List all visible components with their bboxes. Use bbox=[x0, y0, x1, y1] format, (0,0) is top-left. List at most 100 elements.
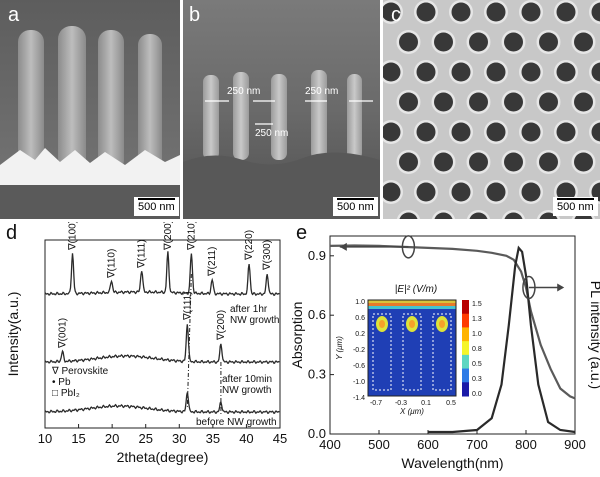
peak-label: ∇(300) bbox=[262, 240, 273, 271]
x-tick-label: 45 bbox=[273, 431, 287, 446]
panel-c-image bbox=[383, 0, 600, 219]
hole bbox=[486, 2, 506, 22]
hole bbox=[591, 62, 600, 82]
inset-colorbar-label: 1.5 bbox=[472, 301, 482, 308]
annotation-mid-1: after 10min bbox=[222, 374, 272, 385]
hole bbox=[486, 182, 506, 202]
plot-frame bbox=[44, 239, 281, 429]
x-tick-label: 30 bbox=[172, 431, 186, 446]
panel-e-absorption-chart: 400 500 600 700 800 900 0.0 0.3 0.6 0.9 Wavelength… bbox=[290, 235, 600, 471]
plot-frame bbox=[329, 235, 576, 435]
hole bbox=[486, 62, 506, 82]
legend-entry: • Pb bbox=[52, 377, 71, 388]
x-tick-label: 40 bbox=[239, 431, 253, 446]
hole bbox=[556, 122, 576, 142]
hole bbox=[383, 182, 401, 202]
panel-b-image bbox=[183, 0, 380, 219]
hole bbox=[504, 152, 523, 172]
peak-label: ∇(211) bbox=[207, 247, 218, 277]
y-tick-label: 0.0 bbox=[308, 426, 326, 441]
scalebar-line bbox=[557, 198, 594, 200]
annotation-top-1: after 1hr bbox=[230, 304, 268, 315]
peak-label: ∇(111) bbox=[182, 291, 193, 321]
panel-b-sem-image: 250 nm 250 nm 250 nm b 500 nm bbox=[183, 0, 380, 219]
hole bbox=[556, 2, 576, 22]
hole bbox=[451, 2, 471, 22]
dimension-label-2: 250 nm bbox=[305, 86, 339, 97]
x-tick-label: 600 bbox=[417, 437, 439, 452]
hole bbox=[556, 182, 576, 202]
scalebar-text: 500 nm bbox=[557, 201, 594, 213]
hole bbox=[574, 152, 593, 172]
inset-band bbox=[368, 300, 456, 303]
inset-x-tick: -0.7 bbox=[370, 400, 382, 407]
hole bbox=[434, 32, 453, 52]
x-axis-label: 2theta(degree) bbox=[117, 449, 209, 465]
inset-colorbar-segment bbox=[462, 354, 469, 370]
x-tick-label: 20 bbox=[105, 431, 119, 446]
inset-x-tick: 0.5 bbox=[446, 400, 456, 407]
hole bbox=[469, 212, 488, 219]
inset-hotspot-core bbox=[379, 320, 385, 328]
hole bbox=[574, 32, 593, 52]
hole bbox=[521, 62, 541, 82]
inset-y-tick: 0.6 bbox=[355, 315, 365, 322]
hole bbox=[383, 2, 401, 22]
hole bbox=[539, 152, 558, 172]
y-axis-label: Absorption bbox=[290, 302, 305, 369]
inset-nanowire-outline bbox=[372, 313, 392, 391]
inset-y-tick: -0.2 bbox=[353, 347, 365, 354]
panel-c-scalebar: 500 nm bbox=[553, 197, 598, 216]
x-tick-label: 25 bbox=[138, 431, 152, 446]
hole bbox=[521, 122, 541, 142]
inset-y-tick: 1.0 bbox=[355, 299, 365, 306]
hole bbox=[451, 182, 471, 202]
inset-colorbar-label: 0.8 bbox=[472, 346, 482, 353]
hole bbox=[486, 122, 506, 142]
inset-hotspot-core bbox=[439, 320, 445, 328]
guide-line bbox=[186, 273, 192, 408]
panel-c-sem-image: c 500 nm bbox=[383, 0, 600, 219]
peak-label: ∇(110) bbox=[106, 249, 117, 279]
scalebar-line bbox=[337, 198, 374, 200]
inset-colorbar-label: 0.0 bbox=[472, 391, 482, 398]
panel-b-label: b bbox=[189, 4, 201, 26]
inset-hotspot-core bbox=[409, 320, 415, 328]
hole bbox=[416, 122, 436, 142]
inset-colorbar-segment bbox=[462, 341, 469, 356]
inset-title: |E|² (V/m) bbox=[395, 284, 437, 295]
hole bbox=[434, 212, 453, 219]
hole bbox=[399, 152, 418, 172]
y2-axis-label: PL intensity (a.u.) bbox=[588, 281, 600, 389]
peak-label: ∇(111) bbox=[137, 239, 148, 269]
hole bbox=[469, 92, 488, 112]
inset-colorbar-label: 0.3 bbox=[472, 376, 482, 383]
hole bbox=[539, 32, 558, 52]
hole bbox=[521, 182, 541, 202]
peak-label: ∇(001) bbox=[57, 318, 68, 349]
y-tick-label: 0.9 bbox=[308, 248, 326, 263]
x-tick-label: 900 bbox=[564, 437, 586, 452]
y-axis-label: Intensity(a.u.) bbox=[5, 292, 21, 377]
panel-a-sem-image: a 500 nm bbox=[0, 0, 180, 219]
xrd-series-line bbox=[44, 392, 280, 415]
inset-colorbar-label: 0.5 bbox=[472, 361, 482, 368]
panel-a-label: a bbox=[8, 4, 20, 26]
inset-y-tick: -1.0 bbox=[353, 379, 365, 386]
y-tick-label: 0.6 bbox=[308, 307, 326, 322]
panel-d-label: d bbox=[6, 222, 18, 244]
inset-y-tick: 0.2 bbox=[355, 331, 365, 338]
x-tick-label: 700 bbox=[466, 437, 488, 452]
pl-arrow-head bbox=[557, 283, 565, 292]
inset-nanowire-outline bbox=[402, 313, 422, 391]
inset-colorbar-segment bbox=[462, 327, 469, 342]
hole bbox=[556, 62, 576, 82]
panel-c-label: c bbox=[391, 4, 401, 26]
x-tick-label: 800 bbox=[515, 437, 537, 452]
inset-field-map: |E|² (V/m) 1.0 0.6 0.2 -0.2 -0.6 -1.0 -1.4 -0.7 -… bbox=[335, 284, 482, 416]
hole bbox=[539, 92, 558, 112]
absorption-arrow-head bbox=[339, 242, 347, 251]
hole bbox=[504, 32, 523, 52]
hole bbox=[434, 152, 453, 172]
panel-b-scalebar: 500 nm bbox=[333, 197, 378, 216]
